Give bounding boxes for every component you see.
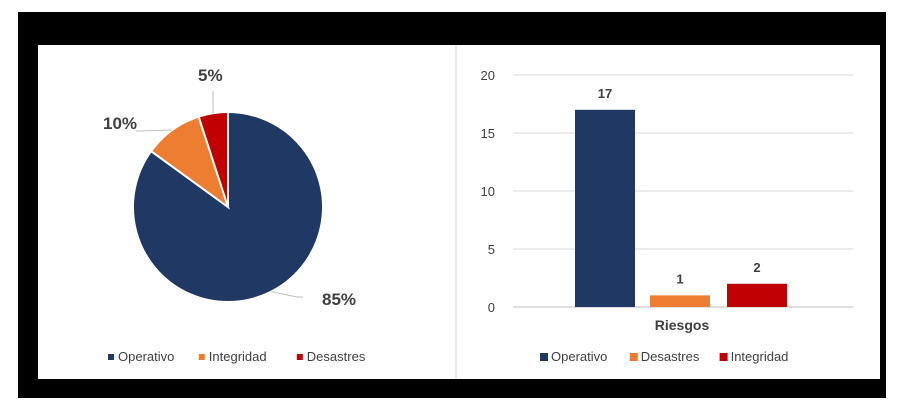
pie-leader-line-operativo <box>271 291 303 298</box>
bar-y-tick-20: 20 <box>481 68 495 83</box>
pie-data-label-desastres: 5% <box>198 66 223 85</box>
pie-chart-panel: 85% 10% 5% Operativo Integridad Desastres <box>40 47 454 377</box>
bar-integridad <box>727 283 787 307</box>
bar-data-label-desastres: 1 <box>676 271 683 286</box>
bar-chart: 0 5 10 15 20 17 1 2 Riesgos Operativo Desastres Int… <box>481 68 853 364</box>
bar-y-tick-10: 10 <box>481 184 495 199</box>
pie-legend-swatch-operativo <box>108 354 114 360</box>
pie-legend-label-integridad: Integridad <box>209 349 267 364</box>
bar-data-label-operativo: 17 <box>598 86 612 101</box>
pie-leader-line-integridad <box>135 129 173 132</box>
pie-data-label-integridad: 10% <box>103 114 137 133</box>
pie-data-label-operativo: 85% <box>322 290 356 309</box>
bar-legend: Operativo Desastres Integridad <box>540 349 788 364</box>
pie-legend-swatch-integridad <box>198 354 205 360</box>
bar-desastres <box>650 295 710 307</box>
bar-y-tick-5: 5 <box>488 242 495 257</box>
bar-data-label-integridad: 2 <box>753 260 760 275</box>
bar-x-category-label: Riesgos <box>655 317 710 333</box>
bar-legend-swatch-operativo <box>540 353 548 361</box>
bar-legend-label-integridad: Integridad <box>731 349 789 364</box>
pie-chart: 85% 10% 5% Operativo Integridad Desastres <box>103 66 366 364</box>
pie-legend-label-desastres: Desastres <box>307 349 366 364</box>
pie-legend-label-operativo: Operativo <box>118 349 174 364</box>
bar-legend-swatch-desastres <box>629 353 638 361</box>
pie-legend: Operativo Integridad Desastres <box>108 349 366 364</box>
bar-legend-label-operativo: Operativo <box>551 349 607 364</box>
bar-legend-label-desastres: Desastres <box>641 349 700 364</box>
bar-y-tick-0: 0 <box>488 300 495 315</box>
bar-legend-swatch-integridad <box>719 353 728 361</box>
bar-y-tick-15: 15 <box>481 126 495 141</box>
bar-chart-panel: 0 5 10 15 20 17 1 2 Riesgos Operativo Desastres Int… <box>458 47 878 377</box>
pie-legend-swatch-desastres <box>296 354 303 360</box>
bar-operativo <box>575 109 635 307</box>
